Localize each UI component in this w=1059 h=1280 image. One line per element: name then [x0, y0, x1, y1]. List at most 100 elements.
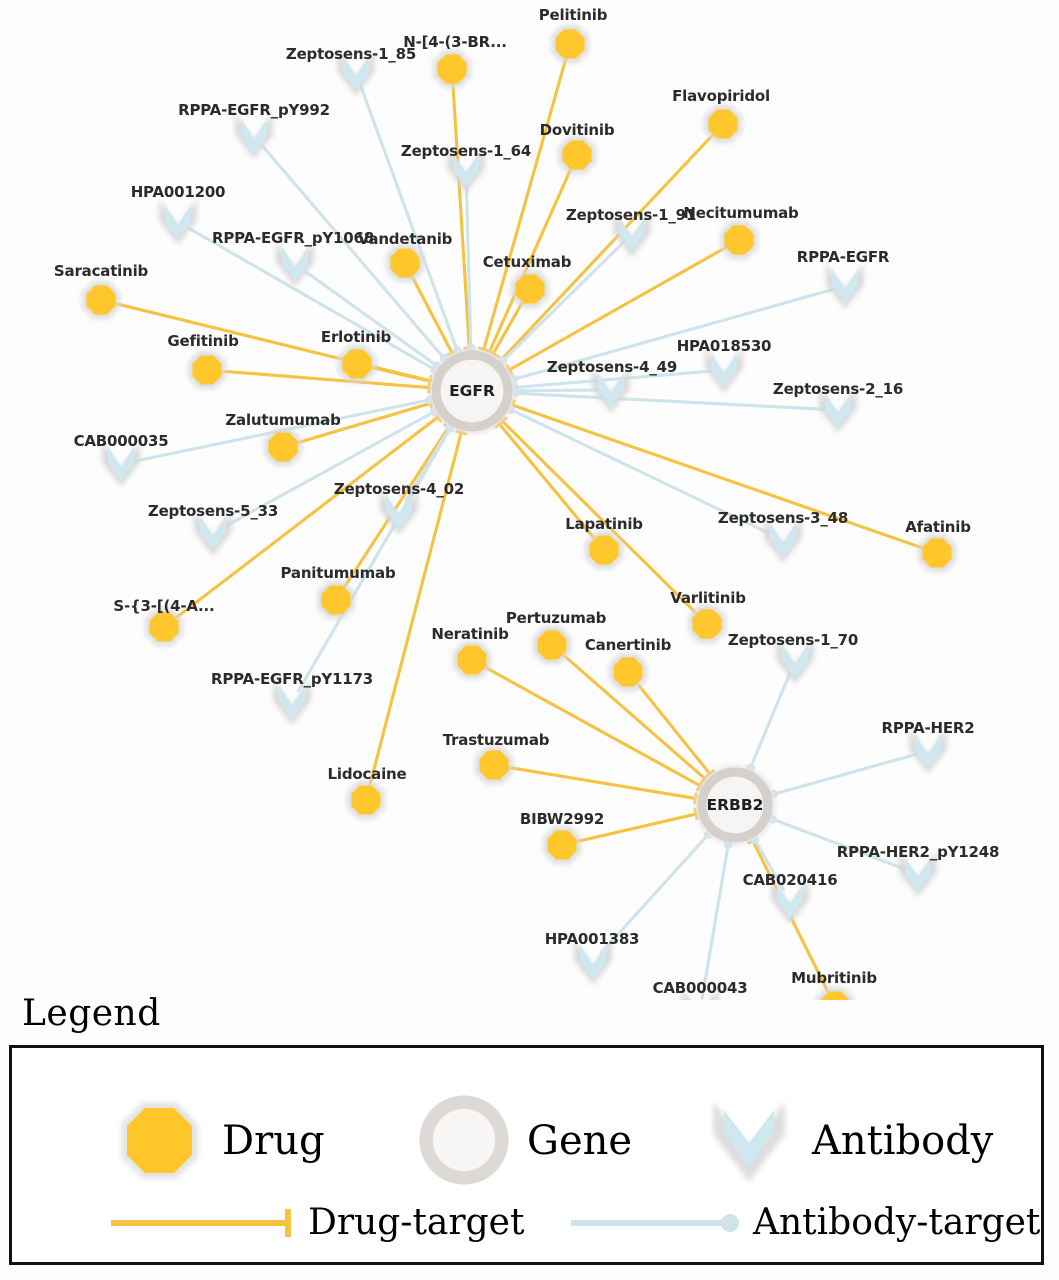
antibody-node-halo — [681, 988, 719, 1000]
antibody-node[interactable] — [909, 728, 947, 774]
drug-node-label: Afatinib — [905, 518, 971, 536]
antibody-target-edge — [304, 270, 439, 368]
antibody-target-edge — [600, 833, 710, 954]
antibody-node[interactable] — [776, 638, 814, 684]
drug-target-edge — [295, 401, 433, 445]
drug-node-shape — [268, 432, 298, 462]
gene-node-inner — [707, 777, 763, 833]
drug-node[interactable] — [609, 653, 647, 691]
drug-node[interactable] — [82, 281, 120, 319]
drug-node-label: Canertinib — [584, 636, 672, 654]
drug-node-label: Neratinib — [431, 625, 509, 643]
antibody-node-shape — [832, 269, 858, 303]
drug-node[interactable] — [453, 641, 491, 679]
drug-node[interactable] — [533, 626, 571, 664]
legend-item-drug-target: Drug-target — [107, 1203, 524, 1243]
drug-target-edge — [497, 422, 596, 541]
antibody-node-label: CAB020416 — [742, 871, 838, 889]
antibody-node[interactable] — [194, 510, 232, 556]
antibody-target-edge — [513, 388, 600, 393]
drug-node[interactable] — [720, 221, 758, 259]
drug-node[interactable] — [558, 136, 596, 174]
drug-node-label: Flavopiridol — [672, 87, 770, 105]
drug-node[interactable] — [551, 25, 589, 63]
drug-node-label: Mubritinib — [791, 969, 877, 987]
antibody-node[interactable] — [771, 878, 809, 924]
drug-target-edge — [342, 425, 451, 589]
antibody-target-edge — [748, 671, 792, 770]
legend-item-antibody-target: Antibody-target — [567, 1203, 1040, 1243]
antibody-node[interactable] — [447, 147, 485, 193]
drug-node[interactable] — [585, 531, 623, 569]
drug-node[interactable] — [338, 345, 376, 383]
drug-node[interactable] — [145, 608, 183, 646]
drug-node[interactable] — [688, 605, 726, 643]
antibody-node[interactable] — [159, 199, 197, 245]
drug-node[interactable] — [433, 50, 471, 88]
drug-node[interactable] — [511, 270, 549, 308]
drug-node-shape — [613, 657, 643, 687]
drug-target-edge — [451, 82, 471, 350]
drug-target-edge — [482, 56, 568, 352]
drug-node[interactable] — [264, 428, 302, 466]
drug-node-shape — [547, 830, 577, 860]
antibody-node-shape — [343, 56, 369, 90]
legend-title: Legend — [22, 993, 161, 1034]
drug-target-edge — [499, 133, 715, 362]
antibody-node[interactable] — [235, 113, 273, 159]
drug-node-label: Cetuximab — [482, 253, 572, 271]
antibody-node[interactable] — [337, 50, 375, 96]
antibody-node[interactable] — [681, 988, 719, 1000]
drug-target-edge — [561, 653, 707, 781]
antibody-icon — [713, 1102, 785, 1182]
gene-node[interactable] — [695, 765, 775, 845]
antibody-node-shape — [782, 644, 808, 678]
drug-node[interactable] — [704, 105, 742, 143]
antibody-target-edge — [753, 838, 786, 892]
drug-node[interactable] — [816, 987, 854, 1000]
drug-node[interactable] — [475, 746, 513, 784]
antibody-target-edge-icon — [571, 1214, 739, 1232]
antibody-node-label: HPA001383 — [544, 930, 640, 948]
antibody-node[interactable] — [574, 939, 612, 985]
drug-node[interactable] — [386, 244, 424, 282]
drug-target-edge — [635, 682, 712, 776]
antibody-node-shape — [687, 994, 713, 1000]
antibody-target-edge — [770, 817, 908, 871]
gene-node[interactable] — [429, 348, 515, 434]
antibody-node[interactable] — [102, 441, 140, 487]
antibody-node-label: Zeptosens-1_91 — [565, 206, 697, 224]
drug-node[interactable] — [188, 351, 226, 389]
antibody-node-label: Zeptosens-1_85 — [285, 45, 417, 63]
antibody-node[interactable] — [819, 387, 857, 433]
drug-node-shape — [589, 535, 619, 565]
drug-target-edge — [575, 812, 698, 844]
gene-icon — [419, 1095, 509, 1185]
antibody-node[interactable] — [380, 489, 418, 535]
antibody-node-shape — [619, 217, 645, 251]
antibody-node[interactable] — [276, 241, 314, 287]
antibody-node[interactable] — [592, 367, 630, 413]
antibody-node[interactable] — [899, 851, 937, 897]
drug-node[interactable] — [317, 581, 355, 619]
legend-item-antibody: Antibody — [697, 1088, 993, 1193]
drug-node-shape — [86, 285, 116, 315]
network-graph: Pelitinib N-[4-(3-BR... Flavopiridol Doviti… — [54, 6, 999, 1000]
drug-node-label: BIBW2992 — [519, 810, 605, 828]
antibody-node[interactable] — [826, 263, 864, 309]
drug-node[interactable] — [347, 781, 385, 819]
antibody-node[interactable] — [764, 517, 802, 563]
drug-node-shape — [537, 630, 567, 660]
antibody-node[interactable] — [273, 679, 311, 725]
gene-node-ring — [697, 767, 773, 843]
drug-node[interactable] — [918, 534, 956, 572]
drug-node[interactable] — [543, 826, 581, 864]
antibody-node-label: Zeptosens-4_02 — [333, 480, 465, 498]
antibody-node-shape — [165, 205, 191, 239]
antibody-target-edge — [509, 408, 773, 536]
antibody-node-label: HPA018530 — [676, 337, 772, 355]
antibody-node[interactable] — [613, 211, 651, 257]
legend-label-antibody: Antibody — [812, 1117, 994, 1164]
antibody-node[interactable] — [705, 347, 743, 393]
antibody-node-label: RPPA-EGFR_pY1173 — [211, 670, 373, 688]
